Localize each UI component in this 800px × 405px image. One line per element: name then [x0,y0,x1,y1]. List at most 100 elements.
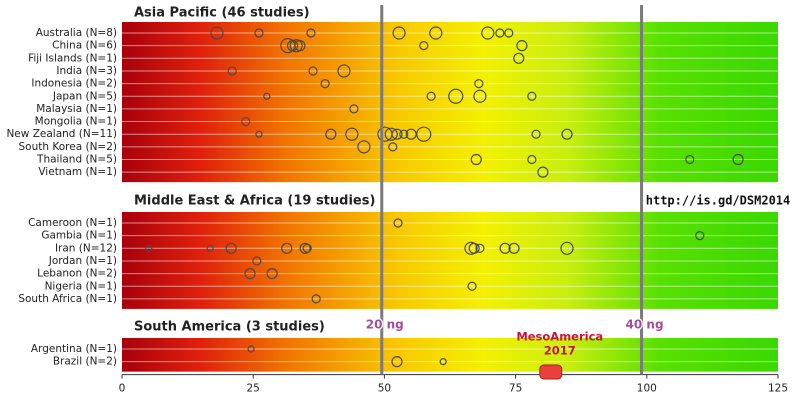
study-point [302,243,312,253]
x-tick-label: 50 [378,383,391,395]
row-label: Australia (N=8) [36,27,117,39]
panel-title: Middle East & Africa (19 studies) [134,194,375,209]
study-point [393,218,403,228]
study-point [531,129,541,139]
row-label: Indonesia (N=2) [31,78,117,90]
study-point [349,104,359,114]
title-bar [122,4,778,22]
study-point [255,130,263,138]
marker-label: 2017 [544,344,576,358]
study-point [320,78,330,89]
row-label: Vietnam (N=1) [38,166,117,178]
row-label: Iran (N=12) [55,242,117,254]
study-point [685,154,695,165]
study-point [399,129,409,139]
study-point [467,281,477,291]
study-point [247,345,255,353]
study-point [206,244,214,252]
study-point [357,140,371,154]
marker-label: MesoAmerica [516,330,603,344]
study-point [416,126,432,142]
study-point [419,41,429,51]
study-point [475,243,485,253]
title-bar [122,192,778,210]
row-label: Argentina (N=1) [31,343,117,355]
row-label: New Zealand (N=11) [6,128,117,140]
study-point [306,28,316,38]
study-point [281,242,293,254]
study-point [266,268,278,280]
row-label: South Africa (N=1) [18,293,117,305]
panel-band [122,338,778,372]
study-point [470,153,482,166]
study-point [252,256,262,266]
study-point [244,268,256,280]
study-point [254,28,264,38]
study-point [537,166,549,178]
study-point [227,66,237,76]
study-point [468,242,480,254]
row-label: Nigeria (N=1) [45,280,117,292]
study-point [391,128,403,140]
study-point [481,26,495,40]
reference-label: 40 ng [626,318,664,332]
study-point [527,91,537,101]
study-point [225,242,237,254]
row-label: China (N=6) [52,40,117,52]
study-point [384,127,398,141]
x-tick-label: 125 [768,383,788,395]
study-point [474,78,484,89]
study-point [527,154,537,165]
study-point [311,294,321,304]
row-label: Fiji Islands (N=1) [28,52,117,64]
row-label: Lebanon (N=2) [37,268,117,280]
row-label: Mongolia (N=1) [35,116,117,128]
study-point [337,64,351,78]
study-point [429,26,443,40]
study-point [392,26,406,40]
study-point [263,92,271,100]
study-point [388,142,398,152]
study-point [210,26,224,40]
study-point [294,40,306,52]
row-label: South Korea (N=2) [19,141,117,153]
study-point [308,66,318,76]
study-point [504,28,514,38]
row-label: Brazil (N=2) [53,356,117,368]
row-label: Malaysia (N=1) [36,103,117,115]
study-point [299,242,311,254]
study-point [145,244,153,252]
study-point [695,231,705,241]
title-bar [122,318,778,336]
study-point [464,241,478,255]
x-tick-label: 75 [509,383,522,395]
study-point [448,88,464,104]
study-point [561,128,573,140]
study-point [325,128,337,140]
study-point [732,153,744,166]
study-point [439,358,447,366]
url-annotation: http://is.gd/DSM2014 [646,194,791,208]
panel-band [122,22,778,183]
x-tick-label: 25 [247,383,260,395]
study-point [241,116,251,127]
study-point [426,91,436,101]
study-point [473,89,487,103]
x-tick-label: 100 [637,383,657,395]
panel-title: South America (3 studies) [134,320,325,335]
study-point [499,242,511,254]
row-label: Japan (N=5) [52,90,117,102]
study-point [391,356,403,368]
study-point [289,39,303,53]
row-label: Gambia (N=1) [41,230,117,242]
study-point [516,40,528,52]
row-label: Cameroon (N=1) [28,217,117,229]
panel-title: Asia Pacific (46 studies) [134,6,310,21]
study-point [495,28,505,38]
study-point [508,242,520,254]
study-point [513,52,525,64]
row-label: Thailand (N=5) [36,154,117,166]
reference-label: 20 ng [366,318,404,332]
x-tick-label: 0 [119,383,126,395]
